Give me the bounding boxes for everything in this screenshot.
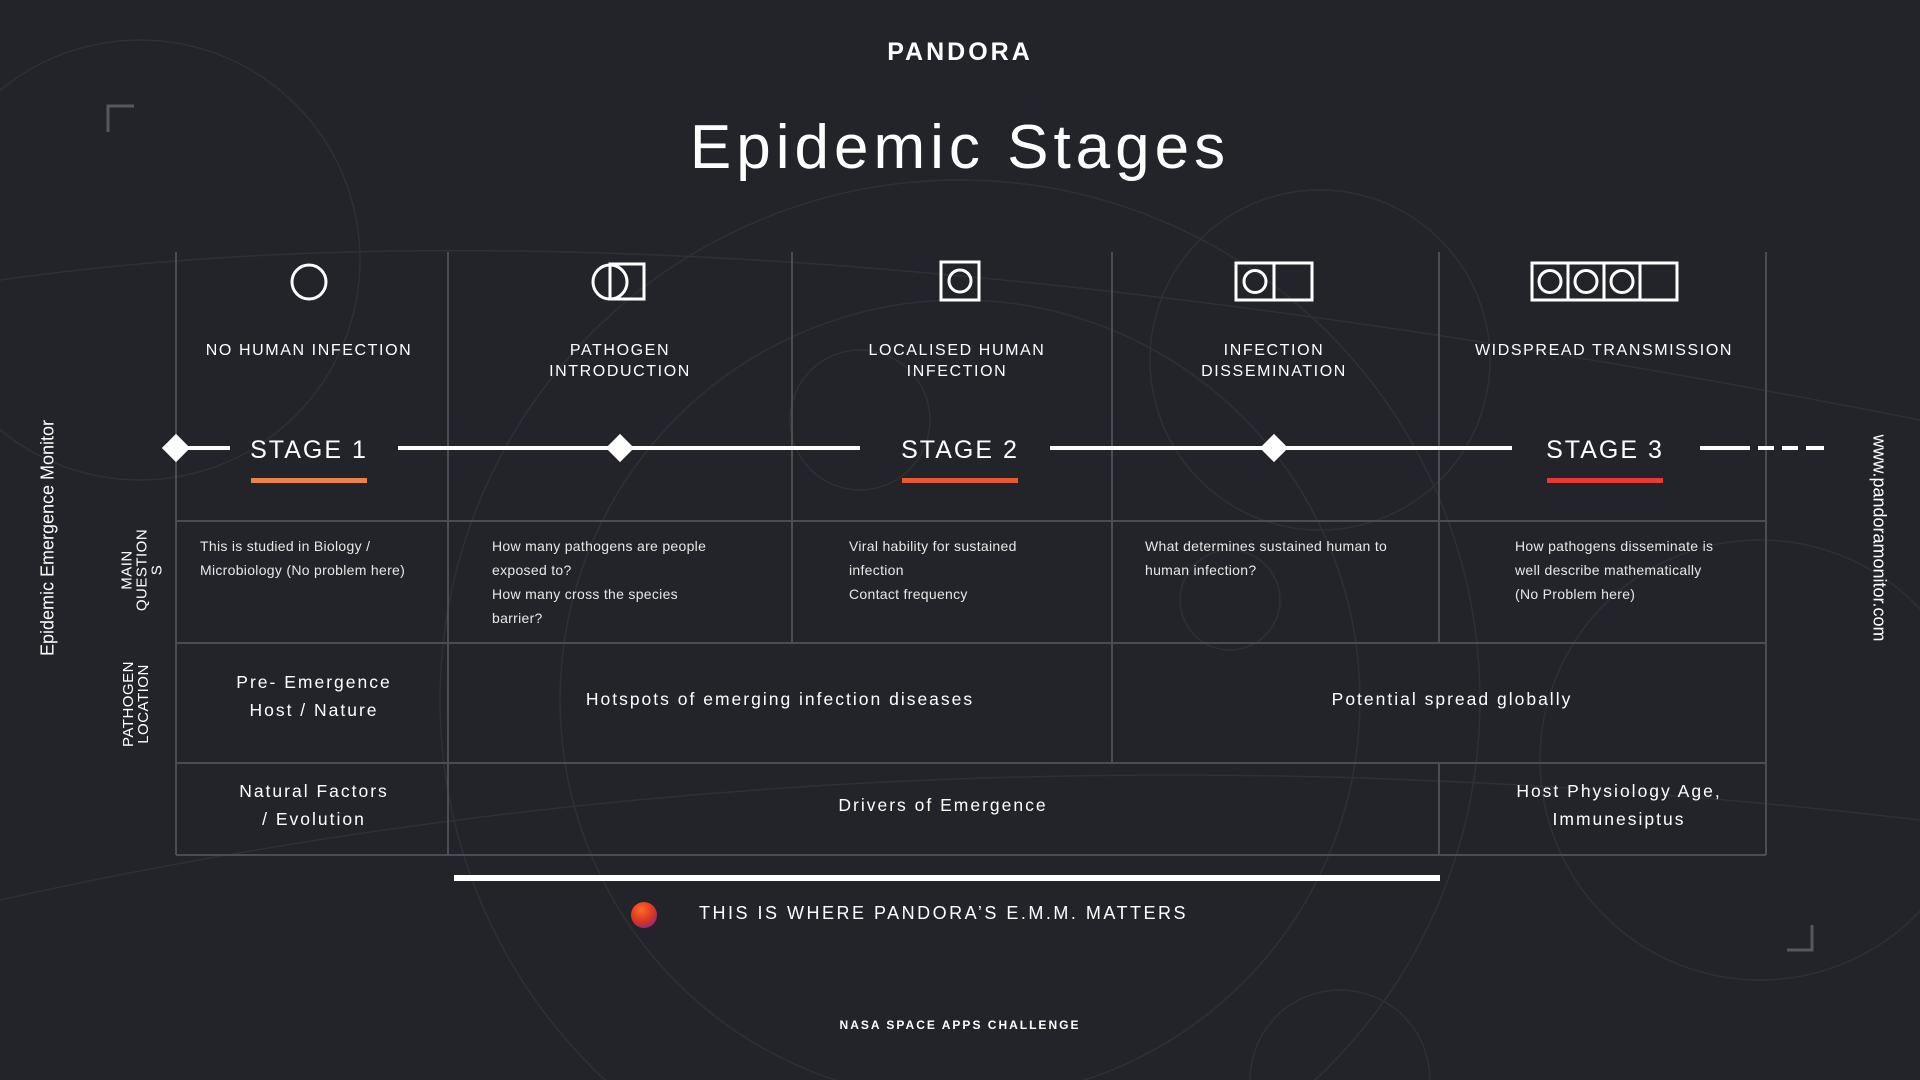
grid-lines: [175, 252, 1767, 856]
circle-in-square-icon: [939, 260, 981, 302]
stage-underline: [902, 478, 1018, 483]
stage-header-label: WIDSPREAD TRANSMISSION: [1474, 342, 1734, 359]
question-cell: This is studied in Biology / Microbiology…: [200, 538, 406, 578]
timeline-diamond-start: [161, 433, 191, 463]
factor-drivers: Drivers of Emergence: [838, 795, 1048, 815]
corner-mark-top-left: [106, 104, 134, 132]
stage-header-label: LOCALISED HUMAN INFECTION: [868, 342, 1046, 380]
stage-header-label: NO HUMAN INFECTION: [205, 342, 413, 359]
corner-mark-bottom-right: [1787, 925, 1814, 952]
row-label-main-questions: MAIN QUESTION S: [118, 528, 166, 612]
footer-label: NASA SPACE APPS CHALLENGE: [839, 1018, 1081, 1032]
location-spread: Potential spread globally: [1331, 689, 1573, 709]
row-label-pathogen-location: PATHOGEN LOCATION: [120, 661, 152, 747]
factor-host: Host Physiology Age, Immunesiptus: [1516, 781, 1722, 829]
location-hotspots: Hotspots of emerging infection diseases: [585, 689, 975, 709]
emm-note: THIS IS WHERE PANDORA’S E.M.M. MATTERS: [699, 903, 1189, 923]
stage-header-label: PATHOGEN INTRODUCTION: [549, 342, 691, 380]
location-pre-emergence: Pre- Emergence Host / Nature: [236, 672, 392, 720]
question-cell: What determines sustained human to human …: [1145, 538, 1388, 578]
overlapping-shapes-icon: [591, 262, 646, 301]
stage-underline: [251, 478, 367, 483]
brand-logo: PANDORA: [887, 38, 1033, 66]
question-cell: How many pathogens are people exposed to?…: [492, 538, 707, 626]
side-title: Epidemic Emergence Monitor: [37, 419, 58, 657]
page-title: Epidemic Stages: [689, 113, 1231, 182]
question-cell: Viral hability for sustained infection Con…: [849, 538, 1017, 602]
side-url[interactable]: www.pandoramonitor.com: [1869, 434, 1890, 642]
stage-label: STAGE 1: [250, 436, 368, 464]
stage-label: STAGE 2: [901, 436, 1019, 464]
circle-square-pair-icon: [1234, 261, 1314, 302]
single-circle-icon: [290, 263, 328, 301]
emm-marker-icon: [631, 902, 657, 928]
question-cell: How pathogens disseminate is well describ…: [1515, 538, 1714, 602]
stage-header-label: INFECTION DISSEMINATION: [1201, 342, 1347, 380]
three-circles-square-row-icon: [1530, 261, 1679, 302]
emm-range-bar: [454, 875, 1440, 881]
timeline-diamond-2: [1259, 433, 1289, 463]
stage-underline: [1547, 478, 1663, 483]
factor-natural: Natural Factors / Evolution: [239, 781, 389, 829]
stage-label: STAGE 3: [1546, 436, 1664, 464]
timeline-diamond-1: [605, 433, 635, 463]
